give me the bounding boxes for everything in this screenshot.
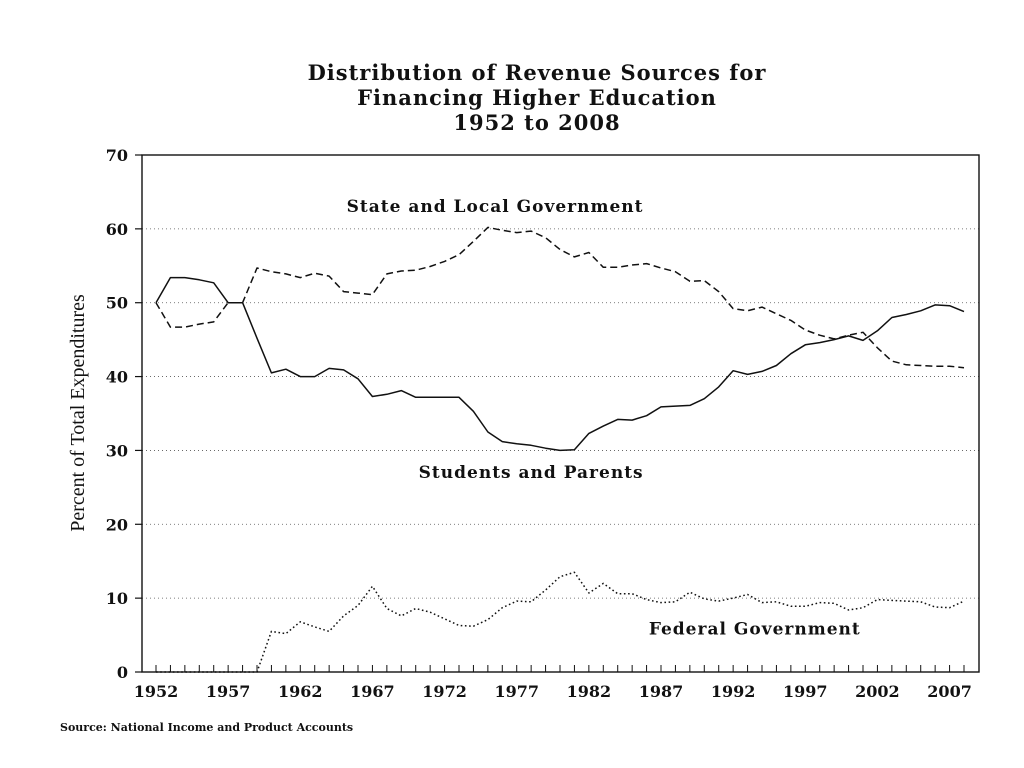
x-tick-label: 1962	[278, 682, 323, 701]
y-tick-label: 40	[106, 368, 128, 387]
series-line	[155, 276, 965, 452]
plot-frame	[141, 154, 980, 673]
y-tick-label: 60	[106, 220, 128, 239]
y-tick-label: 30	[106, 441, 128, 460]
y-axis: 0 10 20 30 40 50 60 70	[106, 146, 142, 682]
gridlines	[142, 228, 979, 599]
series-lines	[155, 226, 965, 673]
chart-title: Distribution of Revenue Sources for Fina…	[0, 60, 1024, 135]
chart-title-line-3: 1952 to 2008	[453, 110, 621, 135]
x-tick-label: 2002	[855, 682, 900, 701]
x-tick-label: 1992	[711, 682, 756, 701]
chart-title-line-1: Distribution of Revenue Sources for	[307, 60, 767, 85]
chart-title-line-2: Financing Higher Education	[357, 85, 717, 110]
y-axis-title: Percent of Total Expenditures	[67, 294, 89, 532]
series-line	[155, 226, 965, 369]
y-tick-label: 20	[106, 515, 128, 534]
source-note: Source: National Income and Product Acco…	[60, 721, 354, 734]
x-axis: 1952 1957 1962 1967 1972 1977 1982 1987 1992 1997…	[134, 665, 972, 701]
series-label: Students and Parents	[419, 463, 644, 483]
x-tick-label: 1977	[494, 682, 539, 701]
x-tick-label: 2007	[927, 682, 972, 701]
x-tick-label: 1957	[206, 682, 251, 701]
x-tick-label: 1997	[783, 682, 828, 701]
series-line	[156, 571, 965, 673]
x-tick-label: 1987	[639, 682, 684, 701]
series-annotations: State and Local Government Students and P…	[347, 197, 861, 639]
y-tick-label: 0	[117, 663, 128, 682]
y-tick-label: 10	[106, 589, 128, 608]
y-tick-label: 50	[106, 294, 128, 313]
series-label: State and Local Government	[347, 197, 644, 217]
x-tick-label: 1982	[567, 682, 612, 701]
series-label: Federal Government	[649, 619, 861, 639]
x-tick-label: 1972	[422, 682, 467, 701]
x-tick-label: 1952	[134, 682, 179, 701]
y-tick-label: 70	[106, 146, 128, 165]
x-tick-label: 1967	[350, 682, 395, 701]
